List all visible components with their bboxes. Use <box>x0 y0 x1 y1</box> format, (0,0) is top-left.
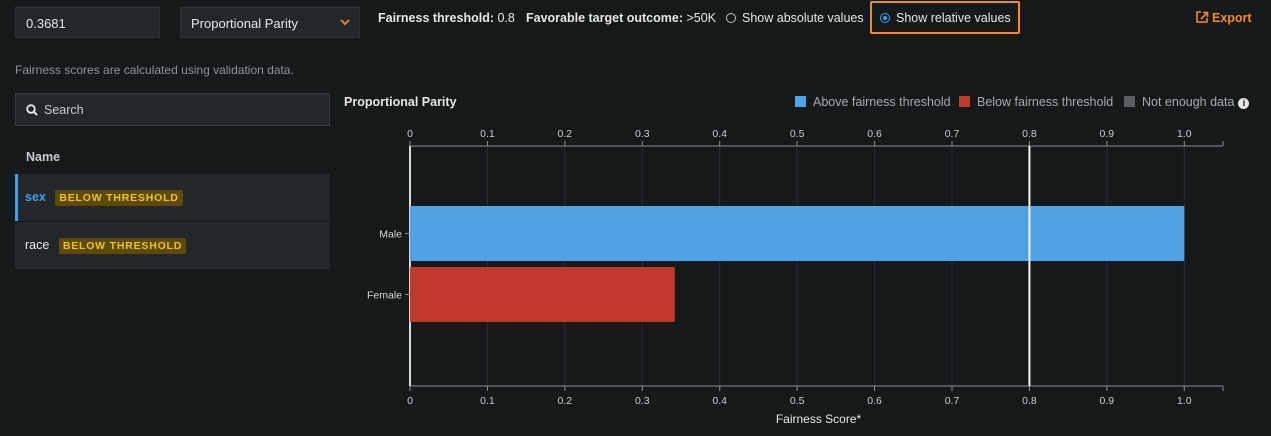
absolute-values-radio[interactable]: Show absolute values <box>726 11 864 25</box>
radio-off-icon <box>726 13 736 23</box>
tick-label-bottom: 0.4 <box>712 395 727 407</box>
category-label: Male <box>379 229 402 241</box>
legend-above: Above fairness threshold <box>795 95 951 109</box>
tick-label-bottom: 0.6 <box>867 395 882 407</box>
list-item-sex[interactable]: sex BELOW THRESHOLD <box>15 174 330 221</box>
legend-below: Below fairness threshold <box>959 95 1113 109</box>
tick-label-top: 0.9 <box>1100 128 1115 140</box>
bar-female[interactable] <box>410 267 675 322</box>
search-placeholder: Search <box>44 103 84 117</box>
legend-below-label: Below fairness threshold <box>977 95 1114 109</box>
info-icon[interactable]: i <box>1238 98 1250 109</box>
tick-label-top: 0.6 <box>867 128 882 140</box>
relative-values-highlight <box>870 1 1020 34</box>
favorable-outcome-info: Favorable target outcome: >50K <box>526 11 716 25</box>
tick-label-bottom: 0.1 <box>480 395 495 407</box>
list-item-name: sex <box>25 190 46 204</box>
category-label: Female <box>367 290 402 302</box>
radio-on-icon <box>880 13 890 23</box>
legend-not-enough: Not enough data i <box>1124 95 1250 109</box>
tick-label-top: 0.3 <box>635 128 650 140</box>
legend-swatch <box>795 96 806 107</box>
tick-label-top: 0.2 <box>558 128 573 140</box>
export-button[interactable]: Export <box>1196 11 1252 25</box>
tick-label-top: 0.1 <box>480 128 495 140</box>
fairness-chart: 0 0 0.1 0.1 0.2 0.2 0.3 0.3 0.4 0.4 0.5 0.5 0.6 0.6 0.… <box>367 128 1224 426</box>
fairness-threshold-value: 0.8 <box>497 11 515 25</box>
tick-label-bottom: 0.8 <box>1022 395 1037 407</box>
tick-label-top: 0.4 <box>712 128 727 140</box>
favorable-outcome-value: >50K <box>686 11 717 25</box>
tick-label-bottom: 0.3 <box>635 395 650 407</box>
legend-swatch <box>1124 96 1135 107</box>
x-axis-label: Fairness Score* <box>776 412 862 426</box>
tick-label-bottom: 1.0 <box>1177 395 1192 407</box>
relative-values-label: Show relative values <box>896 11 1011 25</box>
list-item-race[interactable]: race BELOW THRESHOLD <box>15 222 330 269</box>
legend-above-label: Above fairness threshold <box>813 95 951 109</box>
name-column-header: Name <box>26 150 61 164</box>
metric-select[interactable]: Proportional Parity <box>180 7 360 38</box>
tick-label-bottom: 0.5 <box>790 395 805 407</box>
tick-label-top: 0.8 <box>1022 128 1037 140</box>
threshold-input[interactable]: 0.3681 <box>15 7 160 38</box>
list-item-name: race <box>25 238 50 252</box>
status-badge: BELOW THRESHOLD <box>58 238 187 254</box>
tick-label-bottom: 0 <box>407 395 413 407</box>
search-input[interactable]: Search <box>15 93 330 126</box>
tick-label-bottom: 0.7 <box>945 395 960 407</box>
legend-not-enough-label: Not enough data <box>1142 95 1235 109</box>
metric-select-label: Proportional Parity <box>191 16 298 31</box>
relative-values-radio[interactable]: Show relative values <box>880 11 1011 25</box>
search-icon <box>26 104 38 116</box>
export-icon <box>1196 11 1209 23</box>
legend-swatch <box>959 96 970 107</box>
tick-label-top: 1.0 <box>1177 128 1192 140</box>
fairness-threshold-label: Fairness threshold: <box>378 11 494 25</box>
favorable-outcome-label: Favorable target outcome: <box>526 11 683 25</box>
tick-label-top: 0.5 <box>790 128 805 140</box>
fairness-threshold-info: Fairness threshold: 0.8 <box>378 11 515 25</box>
export-label: Export <box>1212 11 1252 25</box>
tick-label-bottom: 0.2 <box>558 395 573 407</box>
chevron-down-icon <box>340 19 350 26</box>
chart-title: Proportional Parity <box>344 95 457 109</box>
validation-note: Fairness scores are calculated using val… <box>15 63 294 77</box>
absolute-values-label: Show absolute values <box>742 11 864 25</box>
tick-label-top: 0.7 <box>945 128 960 140</box>
bar-male[interactable] <box>410 206 1185 261</box>
status-badge: BELOW THRESHOLD <box>55 190 183 206</box>
tick-label-bottom: 0.9 <box>1100 395 1115 407</box>
tick-label-top: 0 <box>407 128 413 140</box>
